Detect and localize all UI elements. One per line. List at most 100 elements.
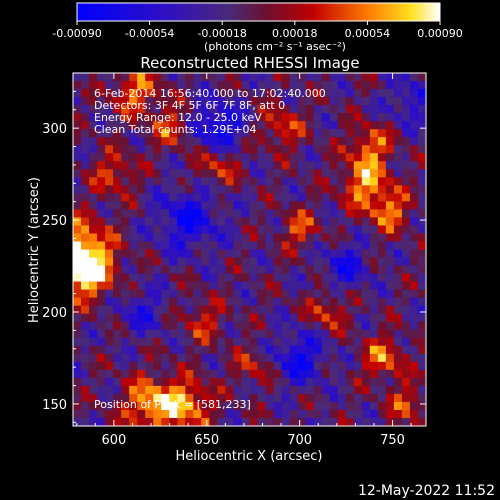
heatmap-cell <box>233 337 242 347</box>
heatmap-cell <box>321 233 331 242</box>
heatmap-cell <box>345 89 355 98</box>
heatmap-cell <box>385 161 395 170</box>
heatmap-cell <box>89 217 98 226</box>
heatmap-cell <box>177 97 186 106</box>
heatmap-cell <box>233 89 242 98</box>
heatmap-cell <box>81 81 90 90</box>
heatmap-cell <box>289 401 298 411</box>
heatmap-cell <box>217 329 226 339</box>
heatmap-cell <box>337 329 347 339</box>
heatmap-cell <box>321 305 331 314</box>
heatmap-cell <box>249 233 258 242</box>
heatmap-cell <box>217 105 226 114</box>
heatmap-cell <box>401 129 411 138</box>
heatmap-cell <box>377 257 387 266</box>
heatmap-cell <box>305 161 314 170</box>
heatmap-cell <box>209 185 218 194</box>
heatmap-cell <box>169 369 178 379</box>
heatmap-cell <box>153 361 162 371</box>
heatmap-cell <box>417 345 427 355</box>
heatmap-cell <box>113 89 122 98</box>
heatmap-cell <box>121 145 130 154</box>
heatmap-cell <box>377 401 387 411</box>
x-axis-label: Heliocentric X (arcsec) <box>176 449 323 464</box>
heatmap-cell <box>385 409 395 419</box>
heatmap-cell <box>265 369 274 379</box>
heatmap-cell <box>113 401 122 411</box>
heatmap-cell <box>129 225 138 234</box>
heatmap-cell <box>337 353 347 363</box>
heatmap-cell <box>153 129 162 138</box>
timestamp: 12-May-2022 11:52 <box>358 483 495 499</box>
heatmap-cell <box>113 129 122 138</box>
heatmap-cell <box>401 305 411 314</box>
heatmap-cell <box>297 89 306 98</box>
heatmap-cell <box>177 169 186 178</box>
heatmap-cell <box>257 121 266 130</box>
heatmap-cell <box>241 129 250 138</box>
heatmap-cell <box>177 385 186 395</box>
heatmap-cell <box>337 73 347 82</box>
heatmap-cell <box>345 297 355 306</box>
heatmap-cell <box>305 193 314 202</box>
heatmap-cell <box>153 193 162 202</box>
heatmap-cell <box>177 369 186 379</box>
heatmap-cell <box>337 153 347 162</box>
heatmap-cell <box>257 105 266 114</box>
heatmap-cell <box>297 225 306 234</box>
heatmap-cell <box>265 225 274 234</box>
heatmap-cell <box>113 305 122 314</box>
heatmap-cell <box>209 257 218 266</box>
heatmap-cell <box>369 305 379 314</box>
heatmap-cell <box>185 265 194 274</box>
heatmap-cell <box>217 73 226 82</box>
heatmap-cell <box>361 217 371 226</box>
heatmap-cell <box>369 265 379 274</box>
heatmap-cell <box>401 73 411 82</box>
heatmap-cell <box>209 281 218 290</box>
heatmap-cell <box>337 177 347 186</box>
heatmap-cell <box>169 105 178 114</box>
heatmap-cell <box>73 129 82 138</box>
heatmap-cell <box>161 257 170 266</box>
heatmap-cell <box>209 73 218 82</box>
heatmap-cell <box>385 257 395 266</box>
heatmap-cell <box>233 137 242 146</box>
heatmap-cell <box>337 417 347 427</box>
heatmap-cell <box>417 313 427 322</box>
heatmap-cell <box>81 321 90 331</box>
heatmap-cell <box>201 137 210 146</box>
annotation-line: Detectors: 3F 4F 5F 6F 7F 8F, att 0 <box>94 99 285 112</box>
heatmap-cell <box>137 137 146 146</box>
heatmap-cell <box>201 169 210 178</box>
heatmap-cell <box>393 369 403 379</box>
heatmap-cell <box>153 289 162 298</box>
heatmap-cell <box>345 97 355 106</box>
heatmap-cell <box>329 129 339 138</box>
heatmap-cell <box>97 249 106 258</box>
heatmap-cell <box>217 265 226 274</box>
heatmap-cell <box>249 177 258 186</box>
heatmap-cell <box>145 273 154 282</box>
heatmap-cell <box>161 113 170 122</box>
heatmap-cell <box>169 113 178 122</box>
heatmap-cell <box>97 241 106 250</box>
heatmap-cell <box>345 409 355 419</box>
heatmap-cell <box>289 169 298 178</box>
heatmap-cell <box>185 233 194 242</box>
heatmap-cell <box>249 281 258 290</box>
heatmap-cell <box>281 169 290 178</box>
heatmap-cell <box>193 177 202 186</box>
heatmap-cell <box>385 321 395 331</box>
heatmap-cell <box>89 393 98 403</box>
heatmap-cell <box>97 169 106 178</box>
heatmap-cell <box>401 369 411 379</box>
heatmap-cell <box>345 377 355 387</box>
heatmap-cell <box>217 209 226 218</box>
heatmap-cell <box>145 249 154 258</box>
heatmap-cell <box>385 233 395 242</box>
heatmap-cell <box>393 113 403 122</box>
heatmap-cell <box>385 281 395 290</box>
heatmap-cell <box>201 113 210 122</box>
heatmap-cell <box>361 169 371 178</box>
